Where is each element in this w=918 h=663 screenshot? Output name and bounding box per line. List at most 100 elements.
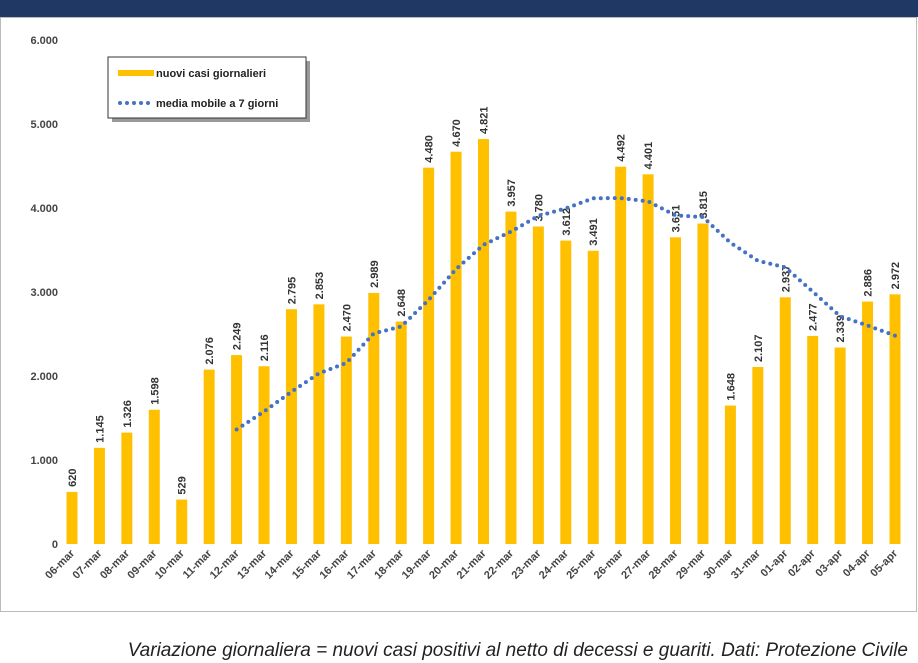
- legend-swatch: [118, 70, 154, 76]
- bar: [560, 240, 572, 545]
- bar: [724, 405, 736, 544]
- x-tick-label: 06-mar: [43, 547, 78, 582]
- x-tick-label: 26-mar: [592, 547, 627, 582]
- x-tick-label: 09-mar: [125, 547, 160, 582]
- bar: [834, 347, 846, 544]
- value-label: 3.815: [698, 191, 710, 219]
- bar: [93, 447, 105, 544]
- value-label: 1.598: [149, 377, 161, 405]
- header-bar: [0, 0, 918, 17]
- x-tick-label: 16-mar: [317, 547, 352, 582]
- chart-frame: [0, 17, 917, 612]
- x-tick-label: 04-apr: [841, 547, 873, 579]
- value-label: 3.651: [671, 205, 683, 233]
- value-label: 4.401: [643, 142, 655, 170]
- value-label: 4.670: [451, 119, 463, 147]
- bar: [505, 211, 517, 544]
- x-tick-label: 23-mar: [509, 547, 544, 582]
- x-tick-label: 20-mar: [427, 547, 462, 582]
- bar: [615, 166, 627, 544]
- bar: [395, 321, 407, 544]
- bar: [532, 226, 544, 545]
- value-label: 2.339: [835, 315, 847, 343]
- x-tick-label: 01-apr: [759, 547, 791, 579]
- value-label: 1.145: [94, 415, 106, 443]
- bar: [148, 409, 160, 544]
- bar: [642, 174, 654, 545]
- x-tick-label: 03-apr: [813, 547, 845, 579]
- value-label: 2.470: [341, 304, 353, 332]
- x-tick-label: 14-mar: [263, 547, 298, 582]
- bar: [752, 367, 764, 544]
- x-tick-label: 12-mar: [208, 547, 243, 582]
- x-tick-label: 27-mar: [619, 547, 654, 582]
- x-tick-label: 24-mar: [537, 547, 572, 582]
- y-tick-label: 5.000: [30, 119, 58, 131]
- bar: [203, 369, 215, 544]
- value-label: 2.477: [808, 303, 820, 331]
- value-label: 2.972: [890, 262, 902, 290]
- x-tick-label: 30-mar: [702, 547, 737, 582]
- x-tick-label: 13-mar: [235, 547, 270, 582]
- bar: [258, 366, 270, 544]
- bar: [368, 292, 380, 544]
- y-tick-label: 3.000: [30, 287, 58, 299]
- bar: [340, 336, 352, 544]
- value-label: 4.492: [616, 134, 628, 162]
- bar: [231, 355, 243, 544]
- y-tick-label: 0: [52, 539, 58, 551]
- value-label: 2.107: [753, 334, 765, 362]
- x-tick-label: 07-mar: [71, 547, 106, 582]
- x-tick-label: 22-mar: [482, 547, 517, 582]
- bar: [121, 432, 133, 544]
- x-tick-label: 02-apr: [786, 547, 818, 579]
- bar: [313, 304, 325, 544]
- x-tick-label: 25-mar: [564, 547, 599, 582]
- x-tick-label: 10-mar: [153, 547, 188, 582]
- value-label: 1.326: [122, 400, 134, 428]
- legend-label: media mobile a 7 giorni: [156, 98, 278, 110]
- value-label: 2.795: [286, 277, 298, 305]
- x-tick-label: 15-mar: [290, 547, 325, 582]
- x-tick-label: 28-mar: [647, 547, 682, 582]
- value-label: 4.480: [424, 135, 436, 163]
- bar: [423, 167, 435, 544]
- legend: [107, 56, 307, 119]
- legend-label: nuovi casi giornalieri: [156, 68, 266, 80]
- value-label: 3.491: [588, 218, 600, 246]
- x-tick-label: 08-mar: [98, 547, 133, 582]
- value-label: 2.937: [780, 265, 792, 293]
- y-tick-label: 1.000: [30, 455, 58, 467]
- x-tick-label: 17-mar: [345, 547, 380, 582]
- x-tick-label: 19-mar: [400, 547, 435, 582]
- bar: [697, 223, 709, 545]
- value-label: 1.648: [725, 373, 737, 401]
- bar: [862, 301, 874, 544]
- bar: [66, 491, 78, 544]
- value-label: 4.821: [479, 107, 491, 135]
- value-label: 2.116: [259, 334, 271, 361]
- value-label: 2.989: [369, 260, 381, 288]
- value-label: 3.957: [506, 179, 518, 207]
- bar: [176, 499, 188, 544]
- bar: [285, 309, 297, 544]
- x-tick-label: 31-mar: [729, 547, 764, 582]
- bar: [670, 237, 682, 545]
- bar: [807, 335, 819, 544]
- value-label: 2.076: [204, 337, 216, 365]
- value-label: 529: [177, 476, 189, 494]
- value-label: 3.612: [561, 208, 573, 236]
- footnote: Variazione giornaliera = nuovi casi posi…: [128, 640, 908, 661]
- bar: [450, 151, 462, 544]
- y-tick-label: 4.000: [30, 203, 58, 215]
- x-tick-label: 05-apr: [868, 547, 900, 579]
- bar: [478, 139, 489, 544]
- x-tick-label: 18-mar: [372, 547, 407, 582]
- y-tick-label: 2.000: [30, 371, 58, 383]
- value-label: 2.249: [232, 323, 244, 351]
- value-label: 620: [67, 469, 79, 487]
- bar: [889, 294, 901, 544]
- bar: [779, 297, 791, 544]
- y-tick-label: 6.000: [30, 35, 58, 47]
